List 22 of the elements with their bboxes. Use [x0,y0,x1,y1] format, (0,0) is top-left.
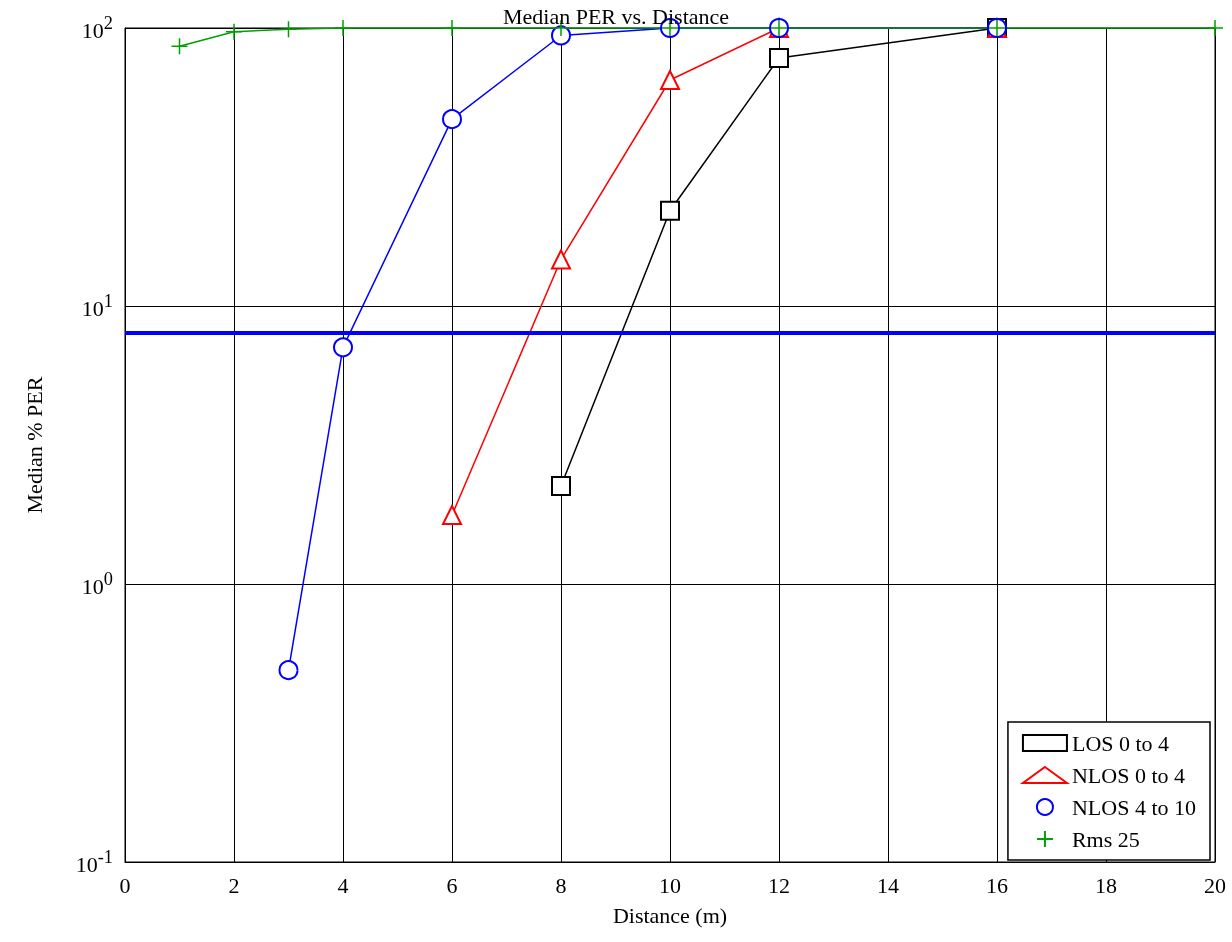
x-tick-label: 18 [1095,872,1117,898]
y-tick-label: 10$^{2}$ [81,13,113,43]
x-tick-label: 14 [877,872,899,898]
legend-label: NLOS 0 to 4 [1071,762,1185,788]
x-tick-label: 12 [768,872,790,898]
y-axis-title: Median % PER [21,376,47,514]
x-tick-label: 10 [659,872,681,898]
x-tick-label: 0 [119,872,131,898]
x-tick-label: 16 [986,872,1008,898]
x-axis-title: Distance (m) [612,902,728,928]
x-tick-label: 8 [555,872,567,898]
y-tick-label: 10$^{-1}$ [75,847,113,877]
chart-title: Median PER vs. Distance [502,3,730,29]
x-tick-label: 20 [1204,872,1226,898]
legend-label: Rms 25 [1071,826,1140,852]
y-tick-label: 10$^{0}$ [81,569,113,599]
x-tick-label: 6 [446,872,458,898]
x-tick-label: 4 [337,872,349,898]
y-tick-label: 10$^{1}$ [81,291,113,321]
x-tick-label: 2 [228,872,240,898]
legend-label: LOS 0 to 4 [1071,730,1170,756]
legend-label: NLOS 4 to 10 [1071,794,1196,820]
